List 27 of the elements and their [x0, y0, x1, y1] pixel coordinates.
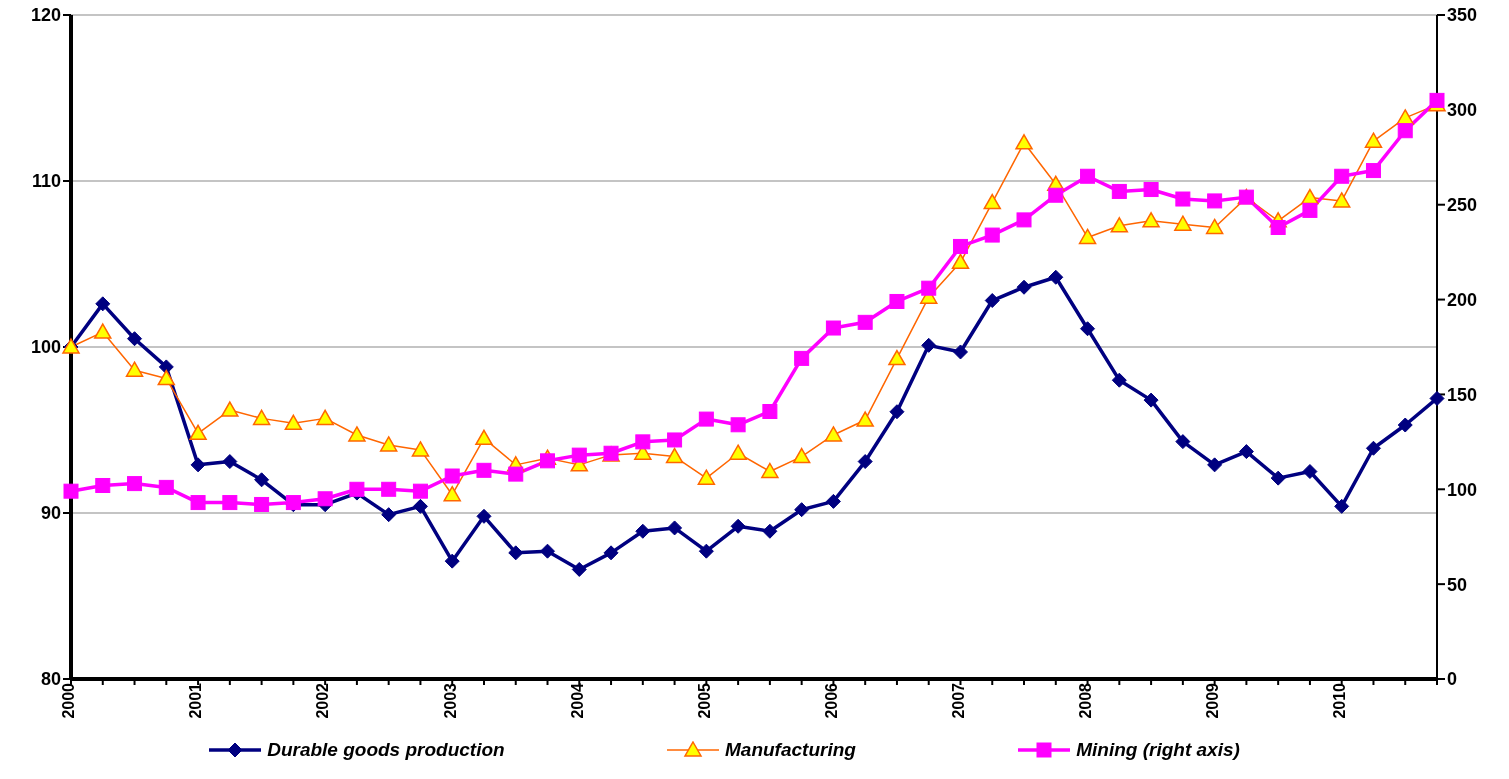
legend-label: Mining (right axis) [1076, 739, 1240, 761]
x-tick-label: 2007 [949, 682, 967, 719]
x-tick-label: 2002 [314, 682, 332, 719]
y2-tick-label: 350 [1447, 5, 1478, 26]
x-tick-label: 2004 [568, 682, 586, 719]
x-tick-label: 2009 [1203, 682, 1221, 719]
y-tick-label: 120 [30, 5, 61, 26]
legend-label: Durable goods production [267, 739, 505, 761]
y-tick-label: 80 [40, 669, 61, 690]
y-tick-label: 90 [40, 503, 61, 524]
y-tick-label: 110 [31, 171, 61, 192]
x-tick-label: 2006 [822, 682, 840, 719]
x-tick-label: 2003 [441, 682, 459, 719]
y2-tick-label: 0 [1447, 669, 1458, 690]
y-tick-label: 100 [30, 337, 61, 358]
y2-tick-label: 250 [1447, 195, 1478, 216]
y2-tick-label: 50 [1447, 574, 1468, 595]
y2-tick-label: 150 [1447, 384, 1478, 405]
x-tick-label: 2005 [695, 682, 713, 719]
y2-tick-label: 300 [1447, 100, 1478, 121]
y2-tick-label: 200 [1447, 289, 1478, 310]
x-tick-label: 2010 [1331, 682, 1349, 719]
x-tick-label: 2000 [60, 682, 78, 719]
legend-label: Manufacturing [724, 739, 856, 761]
y2-tick-label: 100 [1447, 479, 1478, 500]
x-tick-label: 2001 [187, 682, 205, 719]
x-tick-label: 2008 [1076, 682, 1094, 719]
